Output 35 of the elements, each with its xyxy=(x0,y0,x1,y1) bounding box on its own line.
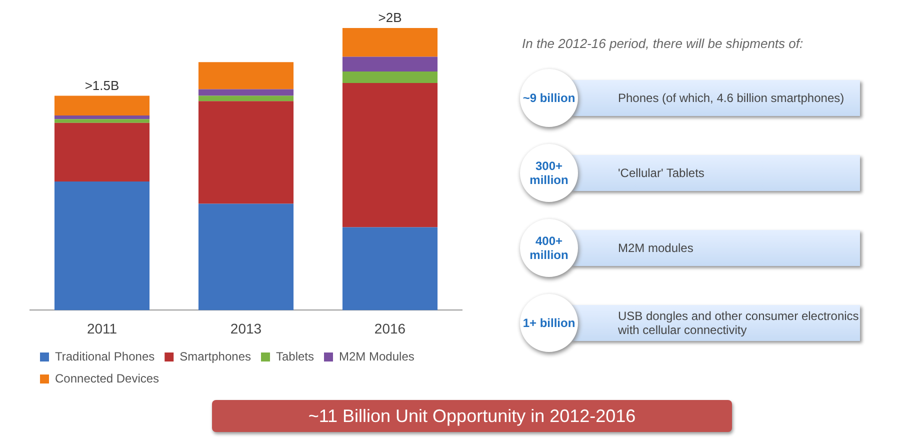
bar xyxy=(342,83,438,228)
legend-label: Smartphones xyxy=(180,349,251,364)
bar xyxy=(54,182,150,310)
bar xyxy=(342,56,438,72)
text: USB dongles and other consumer electronics with cellular connectivity xyxy=(618,309,859,337)
x-tick-label: 2011 xyxy=(86,320,118,336)
legend-label: Connected Devices xyxy=(55,371,160,386)
bar xyxy=(342,28,438,57)
x-tick-label: 2013 xyxy=(230,320,262,336)
bar xyxy=(54,122,150,182)
total-label: >2B xyxy=(378,10,402,26)
bar xyxy=(198,204,294,310)
bar xyxy=(54,119,150,123)
text: 400+ million xyxy=(520,219,578,277)
bar xyxy=(198,96,294,102)
text: 'Cellular' Tablets xyxy=(570,155,860,191)
bar xyxy=(198,62,294,90)
bar xyxy=(198,101,294,204)
bar xyxy=(198,89,294,96)
total-label: >1.5B xyxy=(84,78,120,93)
legend-label: M2M Modules xyxy=(339,349,414,364)
bar xyxy=(342,227,438,310)
bar xyxy=(54,115,150,120)
text: Phones (of which, 4.6 billion smartphones) xyxy=(618,91,844,105)
text: M2M modules xyxy=(570,230,860,266)
legend-label: Traditional Phones xyxy=(55,349,155,364)
text: ~9 billion xyxy=(520,69,578,127)
text: 300+ million xyxy=(520,144,578,202)
text: In the 2012-16 period, there will be shipments of: xyxy=(522,36,804,51)
bar xyxy=(342,71,438,84)
text: ~11 Billion Unit Opportunity in 2012-2016 xyxy=(212,400,732,432)
x-tick-label: 2016 xyxy=(374,320,406,336)
bar xyxy=(54,96,150,116)
text: 1+ billion xyxy=(520,294,578,352)
legend-label: Tablets xyxy=(276,349,314,364)
